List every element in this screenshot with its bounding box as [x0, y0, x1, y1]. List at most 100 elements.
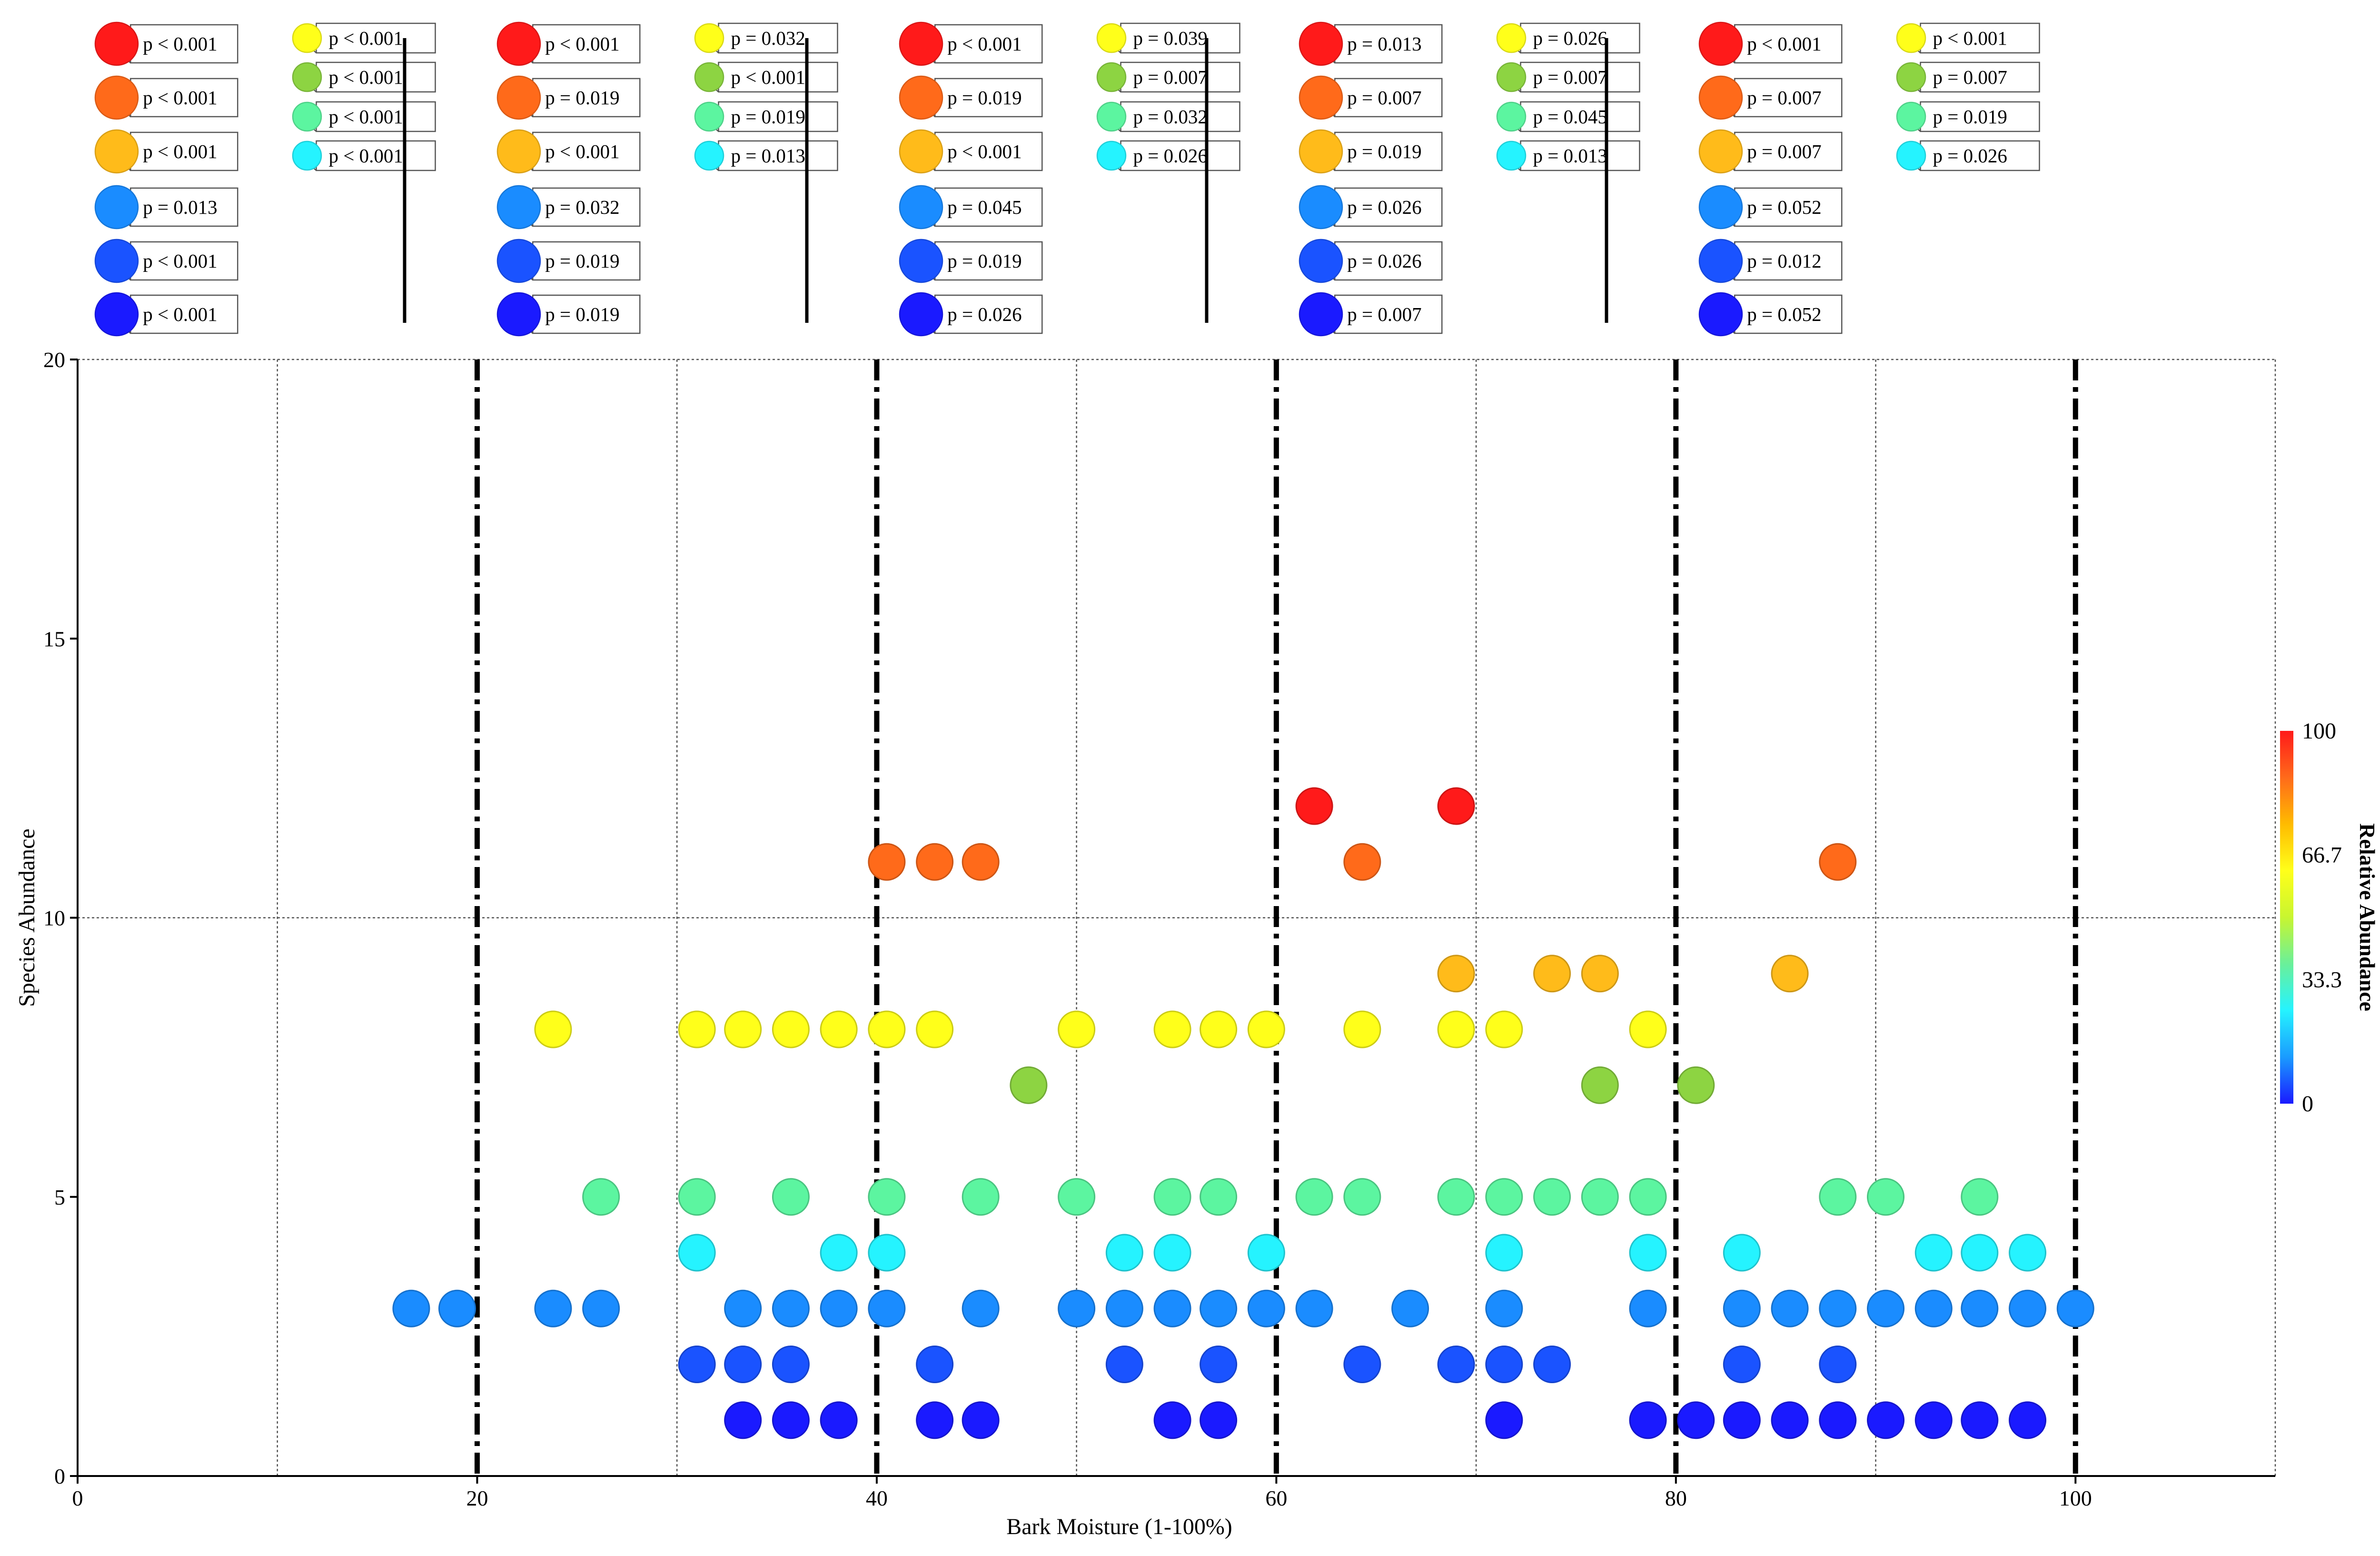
- data-point-yellow: [820, 1010, 858, 1048]
- legend-label-box: [532, 294, 641, 334]
- data-point-lightblue: [1914, 1289, 1953, 1327]
- legend-item: p < 0.001: [496, 129, 641, 174]
- data-point-amber: [1581, 955, 1619, 993]
- legend-p-value: p < 0.001: [947, 33, 1021, 55]
- legend-marker-amber: [899, 129, 943, 174]
- legend-marker-amber: [1698, 129, 1743, 174]
- legend-label-box: [316, 61, 436, 93]
- data-point-orange: [962, 843, 1000, 881]
- data-point-mint: [678, 1178, 716, 1216]
- data-point-darkblue: [1914, 1401, 1953, 1439]
- legend-p-value: p = 0.032: [1133, 106, 1208, 128]
- legend-marker-blue: [1698, 239, 1743, 283]
- legend-p-value: p = 0.026: [1133, 145, 1208, 167]
- legend-item: p < 0.001: [496, 21, 641, 66]
- legend-marker-blue: [94, 239, 139, 283]
- legend-item: p = 0.052: [1698, 292, 1843, 337]
- legend-item: p = 0.019: [694, 101, 838, 132]
- data-point-darkblue: [1867, 1401, 1905, 1439]
- x-tick-label: 100: [2059, 1486, 2092, 1510]
- legend-item: p < 0.001: [899, 129, 1043, 174]
- data-point-amber: [1533, 955, 1571, 993]
- legend-p-value: p = 0.045: [1533, 106, 1607, 128]
- bin-boundaries: [474, 359, 2078, 1476]
- legend-label-box: [130, 78, 238, 118]
- legend-item: p = 0.007: [1299, 292, 1443, 337]
- data-point-darkblue: [1485, 1401, 1523, 1439]
- data-point-lightblue: [534, 1289, 572, 1327]
- data-point-cyan: [1485, 1234, 1523, 1272]
- legend-label-box: [1920, 101, 2040, 132]
- data-point-yellow: [1437, 1010, 1475, 1048]
- data-point-cyan: [1914, 1234, 1953, 1272]
- legend-marker-orange: [496, 75, 541, 120]
- legend-p-value: p = 0.026: [1933, 145, 2007, 167]
- x-tick-label: 0: [72, 1486, 83, 1510]
- data-point-orange: [916, 843, 954, 881]
- data-point-lime: [1677, 1066, 1715, 1104]
- data-point-yellow: [1200, 1010, 1238, 1048]
- legend-p-value: p = 0.019: [1933, 106, 2007, 128]
- x-axis-title: Bark Moisture (1-100%): [1006, 1514, 1232, 1539]
- legend-label-box: [934, 24, 1043, 64]
- legend: p < 0.001 p < 0.001 p < 0.001 p = 0.013 p < …: [94, 21, 2040, 337]
- data-point-yellow: [534, 1010, 572, 1048]
- legend-p-value: p = 0.026: [947, 303, 1021, 325]
- legend-item: p = 0.039: [1096, 22, 1240, 54]
- legend-item: p = 0.019: [899, 75, 1043, 120]
- data-point-darkblue: [1961, 1401, 1999, 1439]
- y-tick-label: 5: [54, 1185, 65, 1209]
- legend-marker-darkblue: [1698, 292, 1743, 337]
- legend-item: p < 0.001: [94, 292, 238, 337]
- y-axis-title: Species Abundance: [14, 828, 40, 1007]
- legend-p-value: p = 0.007: [1747, 87, 1821, 109]
- legend-marker-lime: [292, 62, 322, 92]
- x-tick-label: 80: [1665, 1486, 1687, 1510]
- legend-p-value: p < 0.001: [143, 250, 217, 272]
- data-point-blue: [1819, 1346, 1857, 1383]
- data-point-yellow: [1343, 1010, 1381, 1048]
- data-point-blue: [772, 1346, 810, 1383]
- axes: 0 20 40 60 80 100 0 5 10 15 20 Bark Moisture (1-100…: [14, 348, 2275, 1539]
- legend-p-value: p = 0.019: [947, 87, 1021, 109]
- data-point-mint: [1343, 1178, 1381, 1216]
- data-point-cyan: [820, 1234, 858, 1272]
- data-point-yellow: [772, 1010, 810, 1048]
- data-point-mint: [582, 1178, 620, 1216]
- legend-p-value: p = 0.032: [545, 196, 619, 218]
- legend-item: p = 0.045: [1496, 101, 1640, 132]
- legend-item: p = 0.019: [1896, 101, 2040, 132]
- legend-item: p = 0.007: [1096, 61, 1240, 93]
- legend-marker-lightblue: [899, 185, 943, 229]
- legend-label-box: [1520, 22, 1640, 54]
- legend-item: p < 0.001: [1896, 22, 2040, 54]
- data-point-mint: [772, 1178, 810, 1216]
- legend-label-box: [718, 101, 838, 132]
- data-point-mint: [1533, 1178, 1571, 1216]
- legend-marker-orange: [94, 75, 139, 120]
- data-point-darkblue: [1723, 1401, 1761, 1439]
- legend-marker-cyan: [1896, 140, 1926, 171]
- legend-p-value: p = 0.026: [1533, 27, 1607, 49]
- data-point-blue: [1105, 1346, 1143, 1383]
- legend-label-box: [1334, 187, 1443, 227]
- legend-label-box: [1734, 241, 1843, 281]
- data-point-yellow: [1153, 1010, 1191, 1048]
- data-point-blue: [916, 1346, 954, 1383]
- data-point-mint: [962, 1178, 1000, 1216]
- data-point-mint: [1437, 1178, 1475, 1216]
- legend-item: p = 0.026: [1496, 22, 1640, 54]
- legend-item: p < 0.001: [292, 101, 436, 132]
- y-tick-label: 20: [43, 348, 65, 372]
- legend-item: p = 0.013: [1496, 140, 1640, 171]
- data-point-blue: [1343, 1346, 1381, 1383]
- legend-marker-cyan: [1096, 140, 1127, 171]
- legend-p-value: p = 0.026: [1347, 196, 1421, 218]
- data-point-blue: [678, 1346, 716, 1383]
- legend-marker-darkblue: [94, 292, 139, 337]
- data-point-yellow: [1247, 1010, 1285, 1048]
- legend-marker-amber: [94, 129, 139, 174]
- colorbar-tick-label: 100: [2302, 718, 2336, 744]
- legend-p-value: p < 0.001: [1933, 27, 2007, 49]
- legend-label-box: [1734, 187, 1843, 227]
